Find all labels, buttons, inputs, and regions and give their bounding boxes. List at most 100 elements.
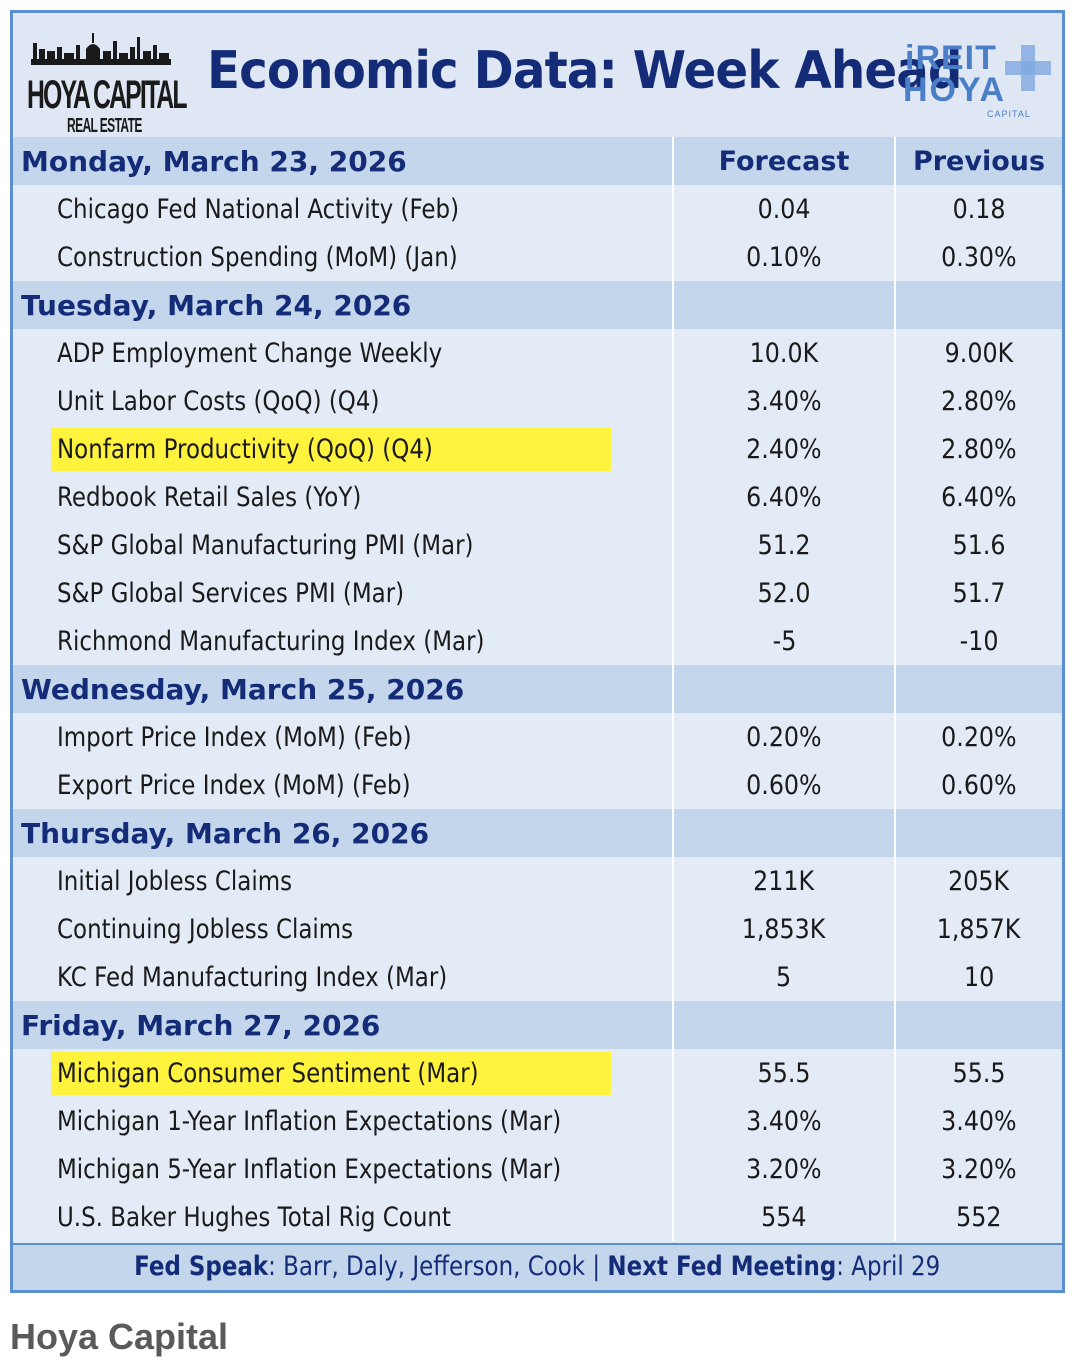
indicator-cell: Unit Labor Costs (QoQ) (Q4) xyxy=(13,377,674,425)
indicator-name: Redbook Retail Sales (YoY) xyxy=(57,481,362,513)
previous-value: 51.7 xyxy=(952,577,1006,609)
indicator-wrap: Michigan 1-Year Inflation Expectations (… xyxy=(57,1106,650,1137)
logo-hoya-text: HOYA xyxy=(903,71,1007,109)
fed-speak-label: Fed Speak xyxy=(134,1251,269,1282)
forecast-cell: 51.2 xyxy=(673,521,896,569)
indicator-name: Michigan Consumer Sentiment (Mar) xyxy=(57,1057,479,1089)
forecast-cell: 0.10% xyxy=(673,233,896,281)
previous-value: 0.18 xyxy=(952,193,1006,225)
forecast-cell: -5 xyxy=(673,617,896,665)
forecast-value: 211K xyxy=(753,865,815,897)
indicator-row: Unit Labor Costs (QoQ) (Q4) 3.40% 2.80% xyxy=(13,377,1062,425)
forecast-cell: 52.0 xyxy=(673,569,896,617)
day-label: Thursday, March 26, 2026 xyxy=(13,809,674,857)
indicator-name: Richmond Manufacturing Index (Mar) xyxy=(57,625,485,657)
forecast-cell: 2.40% xyxy=(673,425,896,473)
forecast-value: 3.40% xyxy=(746,385,822,417)
indicator-name: Initial Jobless Claims xyxy=(57,865,293,897)
indicator-wrap: KC Fed Manufacturing Index (Mar) xyxy=(57,962,516,993)
indicator-name: Chicago Fed National Activity (Feb) xyxy=(57,193,460,225)
indicator-row: S&P Global Services PMI (Mar) 52.0 51.7 xyxy=(13,569,1062,617)
forecast-value: 3.20% xyxy=(746,1153,822,1185)
indicator-row: Chicago Fed National Activity (Feb) 0.04 0… xyxy=(13,185,1062,233)
brand-subtitle: REAL ESTATE xyxy=(67,115,142,137)
previous-value: 0.30% xyxy=(941,241,1017,273)
skyline-icon xyxy=(31,33,171,65)
day-header-row: Thursday, March 26, 2026 xyxy=(13,809,1062,857)
previous-cell: 51.6 xyxy=(895,521,1062,569)
forecast-value: 6.40% xyxy=(746,481,822,513)
page-title: Economic Data: Week Ahead xyxy=(207,41,963,101)
indicator-wrap: ADP Employment Change Weekly xyxy=(57,338,510,369)
previous-cell: 55.5 xyxy=(895,1049,1062,1097)
image-caption: Hoya Capital xyxy=(10,1316,229,1357)
indicator-name: Unit Labor Costs (QoQ) (Q4) xyxy=(57,385,380,417)
previous-cell: 51.7 xyxy=(895,569,1062,617)
previous-value: 0.60% xyxy=(941,769,1017,801)
economic-data-table: Monday, March 23, 2026 Forecast Previous Ch… xyxy=(13,137,1062,1241)
hoya-capital-logo: HOYA CAPITAL REAL ESTATE xyxy=(27,29,188,137)
indicator-cell: Import Price Index (MoM) (Feb) xyxy=(13,713,674,761)
forecast-cell: 6.40% xyxy=(673,473,896,521)
indicator-name: Continuing Jobless Claims xyxy=(57,913,354,945)
indicator-wrap: U.S. Baker Hughes Total Rig Count xyxy=(57,1202,520,1233)
indicator-name: S&P Global Manufacturing PMI (Mar) xyxy=(57,529,474,561)
forecast-cell: 10.0K xyxy=(673,329,896,377)
indicator-name: Michigan 1-Year Inflation Expectations (… xyxy=(57,1105,562,1137)
header-empty-cell xyxy=(895,665,1062,713)
indicator-name: Michigan 5-Year Inflation Expectations (… xyxy=(57,1153,562,1185)
forecast-cell: 3.40% xyxy=(673,377,896,425)
forecast-cell: 3.20% xyxy=(673,1145,896,1193)
previous-cell: -10 xyxy=(895,617,1062,665)
forecast-cell: 5 xyxy=(673,953,896,1001)
previous-cell: 0.20% xyxy=(895,713,1062,761)
forecast-cell: 1,853K xyxy=(673,905,896,953)
previous-value: 552 xyxy=(956,1201,1002,1233)
indicator-cell: S&P Global Services PMI (Mar) xyxy=(13,569,674,617)
indicator-wrap: Redbook Retail Sales (YoY) xyxy=(57,482,415,513)
previous-value: 2.80% xyxy=(941,385,1017,417)
indicator-cell: Continuing Jobless Claims xyxy=(13,905,674,953)
day-label: Wednesday, March 25, 2026 xyxy=(13,665,674,713)
day-header-row: Monday, March 23, 2026 Forecast Previous xyxy=(13,137,1062,185)
brand-name: HOYA CAPITAL xyxy=(27,73,188,117)
indicator-name: S&P Global Services PMI (Mar) xyxy=(57,577,405,609)
previous-value: 6.40% xyxy=(941,481,1017,513)
indicator-wrap: Chicago Fed National Activity (Feb) xyxy=(57,194,530,225)
day-label: Tuesday, March 24, 2026 xyxy=(13,281,674,329)
highlight-marker: Nonfarm Productivity (QoQ) (Q4) xyxy=(51,427,611,471)
indicator-name: KC Fed Manufacturing Index (Mar) xyxy=(57,961,448,993)
indicator-cell: Redbook Retail Sales (YoY) xyxy=(13,473,674,521)
highlight-marker: Michigan Consumer Sentiment (Mar) xyxy=(51,1051,611,1095)
indicator-row: Initial Jobless Claims 211K 205K xyxy=(13,857,1062,905)
indicator-name: Nonfarm Productivity (QoQ) (Q4) xyxy=(57,433,433,465)
forecast-cell: 554 xyxy=(673,1193,896,1241)
forecast-cell: 3.40% xyxy=(673,1097,896,1145)
forecast-value: 51.2 xyxy=(757,529,811,561)
header-empty-cell xyxy=(673,665,896,713)
indicator-row: ADP Employment Change Weekly 10.0K 9.00K xyxy=(13,329,1062,377)
previous-cell: 3.20% xyxy=(895,1145,1062,1193)
previous-value: 0.20% xyxy=(941,721,1017,753)
indicator-row: S&P Global Manufacturing PMI (Mar) 51.2 51… xyxy=(13,521,1062,569)
indicator-row: Richmond Manufacturing Index (Mar) -5 -10 xyxy=(13,617,1062,665)
header-empty-cell xyxy=(673,281,896,329)
indicator-wrap: Michigan 5-Year Inflation Expectations (… xyxy=(57,1154,650,1185)
forecast-cell: 211K xyxy=(673,857,896,905)
previous-value: 3.40% xyxy=(941,1105,1017,1137)
forecast-value: 0.04 xyxy=(757,193,811,225)
indicator-name: Import Price Index (MoM) (Feb) xyxy=(57,721,412,753)
indicator-row: Redbook Retail Sales (YoY) 6.40% 6.40% xyxy=(13,473,1062,521)
indicator-cell: S&P Global Manufacturing PMI (Mar) xyxy=(13,521,674,569)
day-header-row: Friday, March 27, 2026 xyxy=(13,1001,1062,1049)
forecast-cell: 0.20% xyxy=(673,713,896,761)
previous-cell: 2.80% xyxy=(895,377,1062,425)
ireit-hoya-logo: iREIT HOYA CAPITAL xyxy=(901,39,1051,129)
logo-ireit-text: iREIT xyxy=(905,39,997,77)
indicator-cell: Richmond Manufacturing Index (Mar) xyxy=(13,617,674,665)
indicator-cell: Chicago Fed National Activity (Feb) xyxy=(13,185,674,233)
previous-value: 9.00K xyxy=(944,337,1014,369)
previous-cell: 2.80% xyxy=(895,425,1062,473)
indicator-cell: Michigan Consumer Sentiment (Mar) xyxy=(13,1049,674,1097)
plus-icon xyxy=(1005,45,1051,91)
